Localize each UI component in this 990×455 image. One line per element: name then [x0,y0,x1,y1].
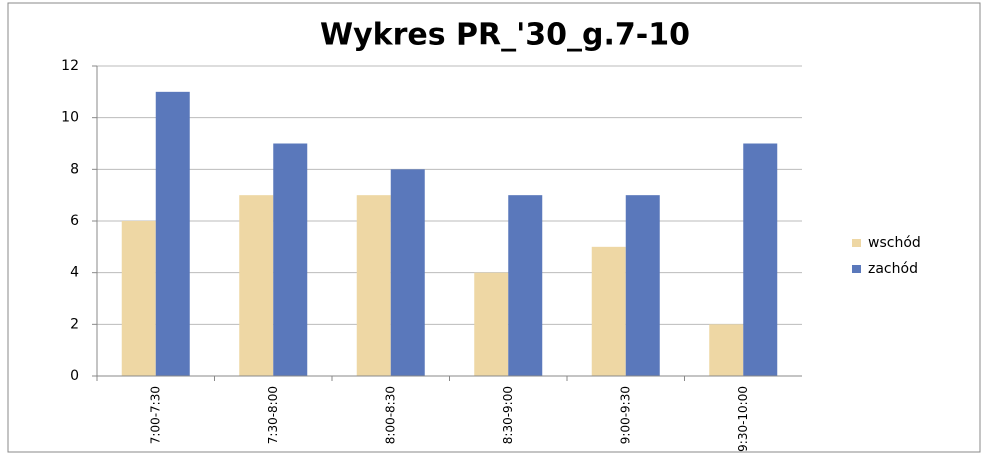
bar [121,221,156,376]
legend-swatch [852,265,861,273]
x-tick-label: 9:00-9:30 [618,386,632,444]
bar [155,91,190,376]
y-tick-label: 8 [70,161,79,177]
bar [743,143,778,376]
x-tick-label: 7:00-7:30 [148,386,162,444]
x-tick-label: 8:00-8:30 [383,386,397,444]
legend-label: wschód [868,235,921,251]
y-tick-label: 2 [70,316,79,332]
x-tick-label: 7:30-8:00 [266,386,280,444]
y-tick-label: 0 [70,368,79,384]
y-tick-label: 6 [70,213,79,229]
y-tick-label: 4 [70,265,79,281]
bar [239,195,274,376]
x-tick-label: 8:30-9:00 [501,386,515,444]
bar [390,169,425,376]
y-tick-label: 12 [61,58,79,74]
legend-swatch [852,239,861,247]
bar [356,195,391,376]
bar [709,324,744,376]
bar [474,272,509,376]
bar [625,195,660,376]
chart-title: Wykres PR_'30_g.7-10 [320,18,690,53]
x-tick-label: 9:30-10:00 [736,386,750,452]
legend-label: zachód [868,261,918,277]
bar [591,246,626,376]
bar [273,143,308,376]
y-tick-label: 10 [61,110,79,126]
bar [508,195,543,376]
